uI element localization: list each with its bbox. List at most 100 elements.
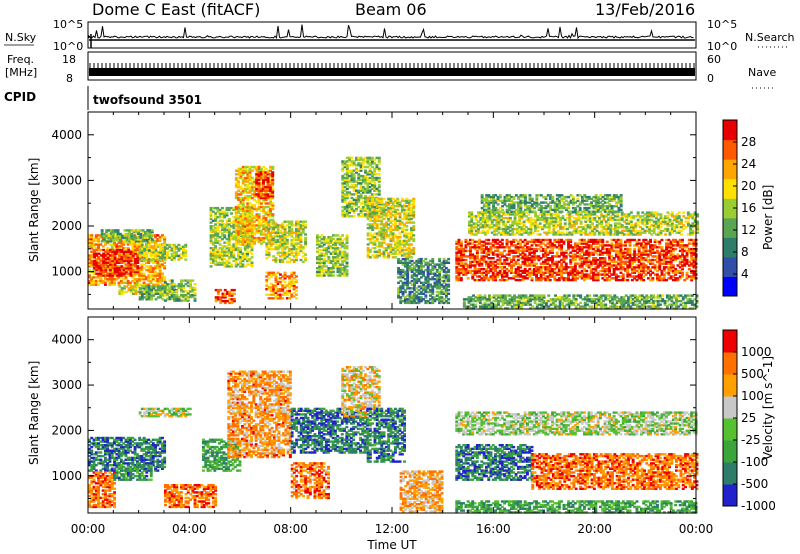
data-cell: [225, 214, 229, 217]
data-cell: [276, 247, 280, 251]
data-cell: [512, 255, 516, 258]
data-cell: [272, 289, 276, 293]
data-cell: [246, 259, 249, 263]
data-cell: [320, 261, 324, 264]
data-cell: [255, 171, 259, 174]
data-cell: [156, 245, 160, 248]
data-cell: [97, 263, 100, 266]
data-cell: [241, 224, 245, 227]
data-cell: [419, 272, 423, 275]
data-cell: [413, 265, 416, 268]
data-cell: [168, 279, 172, 282]
data-cell: [115, 278, 119, 281]
data-cell: [279, 297, 282, 300]
data-cell: [99, 265, 103, 268]
data-cell: [334, 248, 338, 252]
data-cell: [248, 213, 252, 216]
data-cell: [253, 231, 257, 234]
data-cell: [271, 242, 275, 245]
data-cell: [368, 171, 372, 174]
data-cell: [457, 268, 461, 271]
data-cell: [532, 238, 536, 242]
data-cell: [384, 230, 388, 233]
data-cell: [419, 268, 423, 272]
data-cell: [142, 263, 146, 266]
data-cell: [375, 215, 379, 218]
data-cell: [553, 255, 557, 258]
data-cell: [410, 263, 414, 266]
data-cell: [399, 279, 403, 283]
data-cell: [281, 255, 285, 258]
data-cell: [239, 259, 243, 263]
data-cell: [401, 268, 405, 272]
data-cell: [512, 258, 516, 262]
data-cell: [189, 286, 192, 290]
data-cell: [546, 242, 550, 245]
data-cell: [551, 260, 554, 264]
data-cell: [180, 288, 183, 291]
data-cell: [435, 294, 439, 297]
data-cell: [142, 276, 146, 279]
data-cell: [138, 276, 142, 279]
data-cell: [114, 229, 118, 232]
data-cell: [117, 241, 121, 244]
data-cell: [387, 197, 391, 201]
data-cell: [234, 224, 238, 227]
data-cell: [352, 164, 356, 167]
data-cell: [267, 247, 271, 251]
data-cell: [95, 252, 99, 255]
data-cell: [271, 218, 275, 222]
data-cell: [371, 184, 374, 187]
data-cell: [382, 250, 386, 253]
data-cell: [118, 234, 122, 238]
data-cell: [230, 250, 233, 253]
data-cell: [352, 184, 356, 187]
data-cell: [257, 213, 261, 216]
data-cell: [405, 232, 409, 235]
data-cell: [539, 266, 543, 269]
data-cell: [343, 243, 347, 246]
data-cell: [343, 267, 347, 270]
data-cell: [523, 249, 527, 253]
data-cell: [403, 261, 407, 264]
data-cell: [241, 213, 245, 216]
data-cell: [322, 265, 326, 268]
data-cell: [152, 294, 156, 297]
data-cell: [259, 193, 263, 196]
data-cell: [410, 212, 413, 215]
data-cell: [325, 241, 328, 244]
data-cell: [113, 268, 117, 272]
data-cell: [146, 240, 150, 243]
data-cell: [267, 293, 271, 296]
data-cell: [221, 234, 224, 237]
data-cell: [357, 205, 361, 209]
data-cell: [366, 256, 370, 259]
data-cell: [384, 216, 388, 219]
data-cell: [117, 276, 121, 279]
data-cell: [382, 217, 386, 221]
data-cell: [478, 268, 481, 271]
data-cell: [227, 252, 231, 255]
data-cell: [444, 274, 448, 277]
data-cell: [487, 238, 491, 242]
data-cell: [109, 238, 113, 241]
data-cell: [246, 240, 250, 243]
data-cell: [551, 262, 554, 265]
data-cell: [250, 227, 254, 231]
data-cell: [526, 277, 529, 280]
data-cell: [230, 248, 233, 252]
data-cell: [407, 219, 411, 222]
data-cell: [216, 210, 220, 213]
data-cell: [368, 248, 372, 252]
data-cell: [466, 255, 470, 258]
data-cell: [135, 247, 139, 250]
data-cell: [214, 245, 218, 248]
data-cell: [406, 285, 410, 288]
data-cell: [341, 198, 345, 201]
data-cell: [431, 292, 435, 295]
data-cell: [113, 254, 117, 257]
data-cell: [433, 274, 437, 277]
data-cell: [318, 245, 322, 248]
data-cell: [394, 223, 397, 226]
data-cell: [491, 277, 495, 280]
